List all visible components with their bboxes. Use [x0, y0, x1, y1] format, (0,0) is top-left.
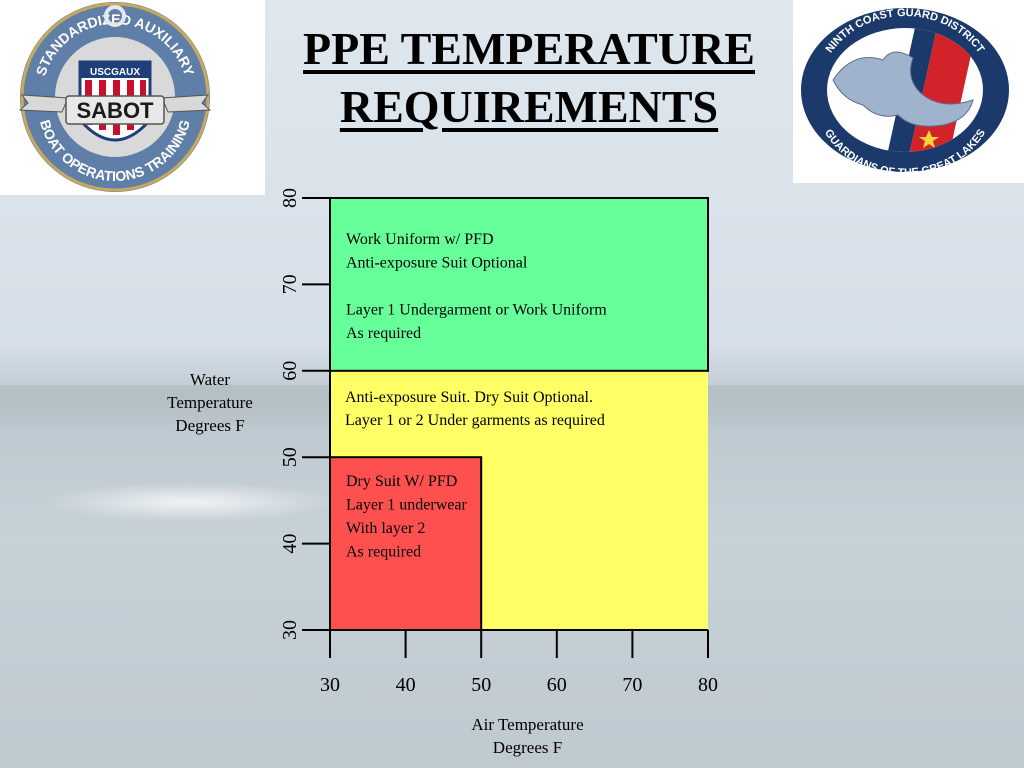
title-line-2: REQUIREMENTS — [339, 81, 719, 132]
y-tick-label: 60 — [279, 361, 301, 381]
y-axis-label-line: Degrees F — [175, 416, 245, 435]
ninth-district-logo-graphic: NINTH COAST GUARD DISTRICT GUARDIANS OF … — [801, 7, 1009, 179]
region-red-text: As required — [346, 544, 421, 561]
ninth-district-logo: NINTH COAST GUARD DISTRICT GUARDIANS OF … — [793, 0, 1024, 183]
region-red-text: Layer 1 underwear — [346, 497, 467, 514]
region-green-text: Work Uniform w/ PFD — [346, 231, 494, 248]
y-tick-label: 70 — [279, 274, 301, 294]
title-line-1: PPE TEMPERATURE — [303, 23, 755, 74]
x-axis-label-line: Air Temperature — [471, 715, 584, 734]
y-tick-label: 80 — [279, 188, 301, 208]
x-axis-label-line: Degrees F — [492, 738, 563, 757]
region-yellow-text: Anti-exposure Suit. Dry Suit Optional. — [345, 389, 593, 406]
y-tick-label: 40 — [279, 534, 301, 554]
sabot-shield-text: USCGAUX — [90, 67, 140, 78]
region-yellow-text: Layer 1 or 2 Under garments as required — [345, 412, 605, 429]
region-red-text: With layer 2 — [346, 520, 425, 537]
y-tick-label: 50 — [279, 447, 301, 467]
sabot-banner-text: SABOT — [77, 98, 155, 123]
y-axis-label: Water Temperature Degrees F — [160, 368, 260, 437]
star-icon — [919, 130, 939, 148]
region-green-text: As required — [346, 325, 421, 342]
region-green-text: Layer 1 Undergarment or Work Uniform — [346, 302, 607, 319]
x-tick-label: 30 — [320, 674, 340, 696]
x-tick-label: 50 — [471, 674, 491, 696]
sabot-logo-graphic: STANDARDIZED AUXILIARY BOAT OPERATIONS T… — [18, 2, 212, 192]
y-tick-label: 30 — [279, 620, 301, 640]
y-axis-label-line: Water — [189, 370, 231, 389]
x-tick-label: 80 — [698, 674, 718, 696]
x-tick-label: 60 — [547, 674, 567, 696]
x-axis-label: Air Temperature Degrees F — [460, 713, 595, 759]
sabot-logo: STANDARDIZED AUXILIARY BOAT OPERATIONS T… — [0, 0, 265, 195]
page-title: PPE TEMPERATURE REQUIREMENTS — [265, 20, 793, 136]
background-wake — [40, 482, 340, 522]
region-green-text: Anti-exposure Suit Optional — [346, 255, 528, 272]
region-red — [329, 456, 483, 632]
region-red-text: Dry Suit W/ PFD — [346, 473, 457, 490]
x-tick-label: 70 — [622, 674, 642, 696]
region-green — [329, 197, 709, 372]
x-tick-label: 40 — [396, 674, 416, 696]
y-axis-label-line: Temperature — [167, 393, 253, 412]
